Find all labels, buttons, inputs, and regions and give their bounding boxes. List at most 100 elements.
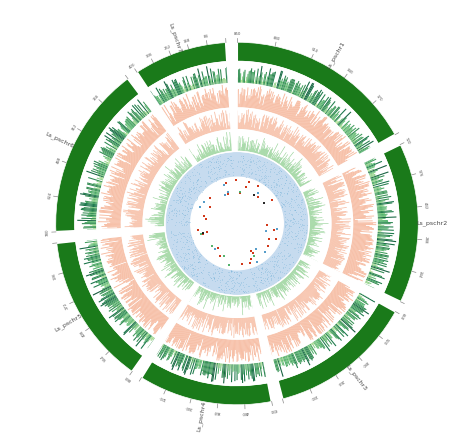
Wedge shape — [241, 364, 243, 383]
Wedge shape — [328, 199, 336, 202]
Wedge shape — [192, 358, 198, 374]
Wedge shape — [330, 202, 349, 206]
Wedge shape — [320, 139, 325, 143]
Wedge shape — [108, 257, 126, 264]
Wedge shape — [124, 179, 129, 181]
Wedge shape — [201, 154, 204, 159]
Wedge shape — [359, 148, 371, 155]
Wedge shape — [234, 340, 235, 356]
Wedge shape — [137, 136, 150, 148]
Wedge shape — [157, 313, 164, 321]
Wedge shape — [276, 157, 280, 163]
Wedge shape — [261, 77, 263, 85]
Wedge shape — [161, 287, 168, 293]
Wedge shape — [191, 283, 195, 289]
Wedge shape — [308, 151, 321, 162]
Wedge shape — [209, 337, 212, 348]
Wedge shape — [330, 328, 342, 341]
Wedge shape — [169, 324, 180, 343]
Wedge shape — [298, 182, 300, 184]
Wedge shape — [168, 349, 174, 360]
Wedge shape — [302, 143, 313, 156]
Wedge shape — [235, 340, 236, 350]
Wedge shape — [328, 250, 344, 256]
Wedge shape — [112, 127, 126, 138]
Wedge shape — [266, 290, 267, 291]
Wedge shape — [225, 144, 227, 152]
Wedge shape — [218, 363, 220, 374]
Wedge shape — [139, 261, 151, 268]
Wedge shape — [269, 95, 275, 112]
Wedge shape — [202, 335, 207, 350]
Wedge shape — [105, 157, 111, 161]
Wedge shape — [353, 225, 366, 226]
Wedge shape — [134, 325, 140, 330]
Wedge shape — [352, 240, 373, 244]
Wedge shape — [375, 247, 389, 250]
Wedge shape — [353, 218, 372, 219]
Wedge shape — [162, 201, 167, 203]
Wedge shape — [118, 130, 127, 137]
Wedge shape — [294, 269, 296, 270]
Wedge shape — [280, 331, 288, 350]
Wedge shape — [290, 173, 292, 174]
Wedge shape — [106, 245, 123, 250]
Wedge shape — [330, 141, 348, 155]
Wedge shape — [287, 106, 294, 119]
Wedge shape — [293, 171, 301, 178]
Wedge shape — [137, 220, 143, 221]
Wedge shape — [120, 283, 138, 294]
Wedge shape — [149, 264, 152, 266]
Wedge shape — [214, 112, 219, 131]
Wedge shape — [372, 183, 377, 185]
Wedge shape — [112, 217, 121, 218]
Wedge shape — [308, 121, 316, 132]
Wedge shape — [258, 293, 264, 309]
Wedge shape — [354, 301, 366, 310]
Wedge shape — [341, 123, 348, 130]
Wedge shape — [209, 152, 210, 156]
Wedge shape — [195, 358, 199, 369]
Wedge shape — [201, 288, 203, 292]
Wedge shape — [151, 208, 165, 211]
Wedge shape — [330, 203, 345, 207]
Wedge shape — [184, 134, 190, 142]
Wedge shape — [377, 237, 381, 238]
Wedge shape — [219, 142, 222, 152]
Wedge shape — [145, 306, 156, 318]
Wedge shape — [269, 152, 272, 158]
Wedge shape — [331, 142, 350, 156]
Wedge shape — [318, 338, 326, 348]
Wedge shape — [188, 159, 193, 166]
Wedge shape — [377, 206, 387, 208]
Wedge shape — [110, 179, 128, 186]
Wedge shape — [309, 152, 322, 163]
Wedge shape — [159, 197, 168, 200]
Wedge shape — [343, 174, 346, 176]
Wedge shape — [308, 240, 315, 243]
Wedge shape — [245, 110, 247, 130]
Wedge shape — [288, 275, 293, 280]
Wedge shape — [120, 269, 130, 274]
Wedge shape — [284, 278, 287, 281]
Wedge shape — [153, 118, 165, 133]
Wedge shape — [272, 359, 274, 362]
Wedge shape — [204, 336, 210, 353]
Wedge shape — [199, 360, 202, 369]
Wedge shape — [298, 263, 301, 266]
Wedge shape — [264, 81, 266, 86]
Wedge shape — [296, 175, 305, 181]
Wedge shape — [177, 268, 180, 270]
Wedge shape — [160, 193, 170, 197]
Wedge shape — [137, 330, 146, 342]
Wedge shape — [141, 125, 156, 141]
Wedge shape — [174, 175, 180, 179]
Wedge shape — [327, 251, 337, 254]
Wedge shape — [130, 296, 147, 309]
Wedge shape — [268, 335, 274, 352]
Wedge shape — [196, 158, 199, 162]
Text: 576: 576 — [416, 169, 422, 177]
Wedge shape — [91, 190, 100, 193]
Wedge shape — [157, 160, 164, 164]
Wedge shape — [303, 253, 311, 257]
